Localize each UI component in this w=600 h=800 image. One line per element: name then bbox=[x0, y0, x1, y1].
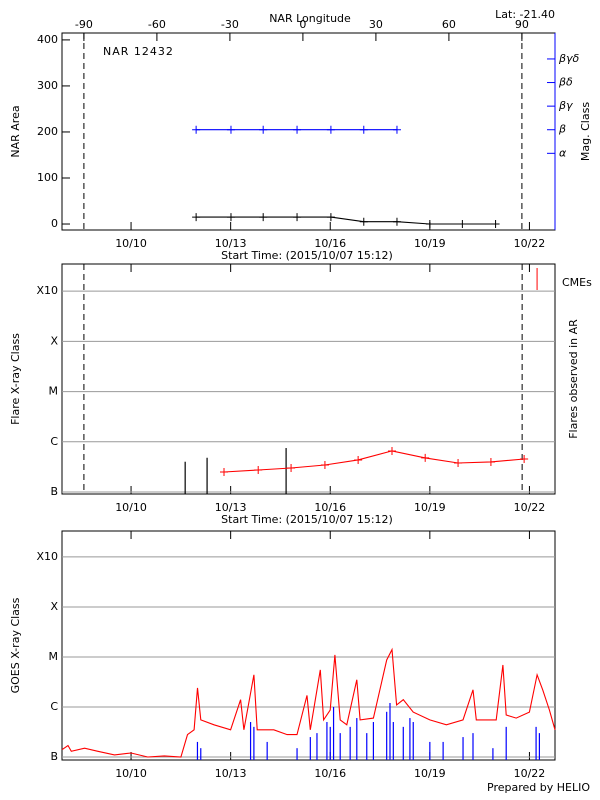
x-tick-label: 10/22 bbox=[514, 501, 546, 514]
point-marker bbox=[293, 125, 302, 134]
point-marker bbox=[259, 213, 268, 222]
x-tick-label: 10/19 bbox=[414, 237, 446, 250]
x2-tick-label: 30 bbox=[369, 18, 383, 31]
plot-frame bbox=[61, 32, 556, 231]
x-tick-label: 10/22 bbox=[514, 767, 546, 780]
y-tick-label: C bbox=[50, 700, 58, 713]
cme-label: CMEs bbox=[562, 276, 592, 289]
plot-frame bbox=[61, 263, 556, 495]
panel-title: NAR 12432 bbox=[103, 45, 174, 58]
x-tick-label: 10/10 bbox=[115, 501, 147, 514]
y-tick-label: B bbox=[50, 485, 58, 498]
y-tick-label: 0 bbox=[51, 217, 58, 230]
x-tick-label: 10/19 bbox=[414, 501, 446, 514]
y-tick-label: X bbox=[50, 334, 58, 347]
point-marker bbox=[425, 220, 434, 229]
point-marker bbox=[259, 125, 268, 134]
series-line bbox=[196, 216, 496, 225]
point-marker bbox=[320, 460, 329, 469]
point-marker bbox=[326, 213, 335, 222]
point-marker bbox=[354, 455, 363, 464]
y2-tick-label: βγ bbox=[558, 99, 573, 112]
point-marker bbox=[226, 213, 235, 222]
y2-tick-label: βδ bbox=[558, 76, 573, 89]
x-tick-label: 10/13 bbox=[215, 237, 247, 250]
x-tick-label: 10/10 bbox=[115, 237, 147, 250]
x-tick-label: 10/22 bbox=[514, 237, 546, 250]
y-tick-label: X bbox=[50, 600, 58, 613]
y-tick-label: 100 bbox=[37, 171, 58, 184]
point-marker bbox=[226, 125, 235, 134]
y2-axis-label: Flares observed in AR bbox=[567, 319, 580, 439]
x2-tick-label: -90 bbox=[75, 18, 93, 31]
y-tick-label: B bbox=[50, 750, 58, 763]
x2-tick-label: -60 bbox=[148, 18, 166, 31]
x-tick-label: 10/16 bbox=[314, 501, 346, 514]
point-marker bbox=[421, 453, 430, 462]
y-tick-label: 300 bbox=[37, 79, 58, 92]
x-tick-label: 10/13 bbox=[215, 501, 247, 514]
point-marker bbox=[287, 463, 296, 472]
y2-tick-label: α bbox=[559, 146, 567, 159]
x2-tick-label: 90 bbox=[515, 18, 529, 31]
footer: Prepared by HELIO bbox=[487, 781, 590, 794]
y-tick-label: 200 bbox=[37, 125, 58, 138]
y-axis-label: GOES X-ray Class bbox=[9, 597, 22, 693]
y-tick-label: M bbox=[49, 385, 59, 398]
point-marker bbox=[387, 446, 396, 455]
y-tick-label: C bbox=[50, 435, 58, 448]
point-marker bbox=[359, 125, 368, 134]
lat-label: Lat: -21.40 bbox=[495, 8, 555, 21]
point-marker bbox=[254, 465, 263, 474]
y2-tick-label: βγδ bbox=[558, 52, 580, 65]
point-marker bbox=[220, 467, 229, 476]
y-tick-label: X10 bbox=[36, 550, 58, 563]
x-tick-label: 10/16 bbox=[314, 237, 346, 250]
point-marker bbox=[326, 125, 335, 134]
point-marker bbox=[192, 125, 201, 134]
y-axis-label: NAR Area bbox=[9, 105, 22, 157]
y2-axis-label: Mag. Class bbox=[579, 102, 592, 161]
point-marker bbox=[454, 458, 463, 467]
x-tick-label: 10/13 bbox=[215, 767, 247, 780]
y-tick-label: X10 bbox=[36, 284, 58, 297]
y-axis-label: Flare X-ray Class bbox=[9, 333, 22, 425]
point-marker bbox=[392, 217, 401, 226]
x-axis-label: Start Time: (2015/10/07 15:12) bbox=[221, 249, 393, 262]
x-tick-label: 10/19 bbox=[414, 767, 446, 780]
x2-axis-label: NAR Longitude bbox=[269, 12, 351, 25]
series-line bbox=[61, 647, 556, 758]
point-marker bbox=[520, 454, 529, 463]
point-marker bbox=[359, 217, 368, 226]
x2-tick-label: 60 bbox=[442, 18, 456, 31]
y2-tick-label: β bbox=[558, 123, 566, 136]
series-line bbox=[223, 450, 525, 473]
x2-tick-label: 0 bbox=[299, 18, 306, 31]
point-marker bbox=[192, 213, 201, 222]
y-tick-label: 400 bbox=[37, 33, 58, 46]
point-marker bbox=[458, 220, 467, 229]
point-marker bbox=[293, 213, 302, 222]
x2-tick-label: -30 bbox=[221, 18, 239, 31]
y-tick-label: M bbox=[49, 650, 59, 663]
x-tick-label: 10/10 bbox=[115, 767, 147, 780]
x-axis-label: Start Time: (2015/10/07 15:12) bbox=[221, 513, 393, 526]
point-marker bbox=[491, 220, 500, 229]
x-tick-label: 10/16 bbox=[314, 767, 346, 780]
point-marker bbox=[392, 125, 401, 134]
plot-frame bbox=[61, 530, 556, 761]
point-marker bbox=[486, 457, 495, 466]
